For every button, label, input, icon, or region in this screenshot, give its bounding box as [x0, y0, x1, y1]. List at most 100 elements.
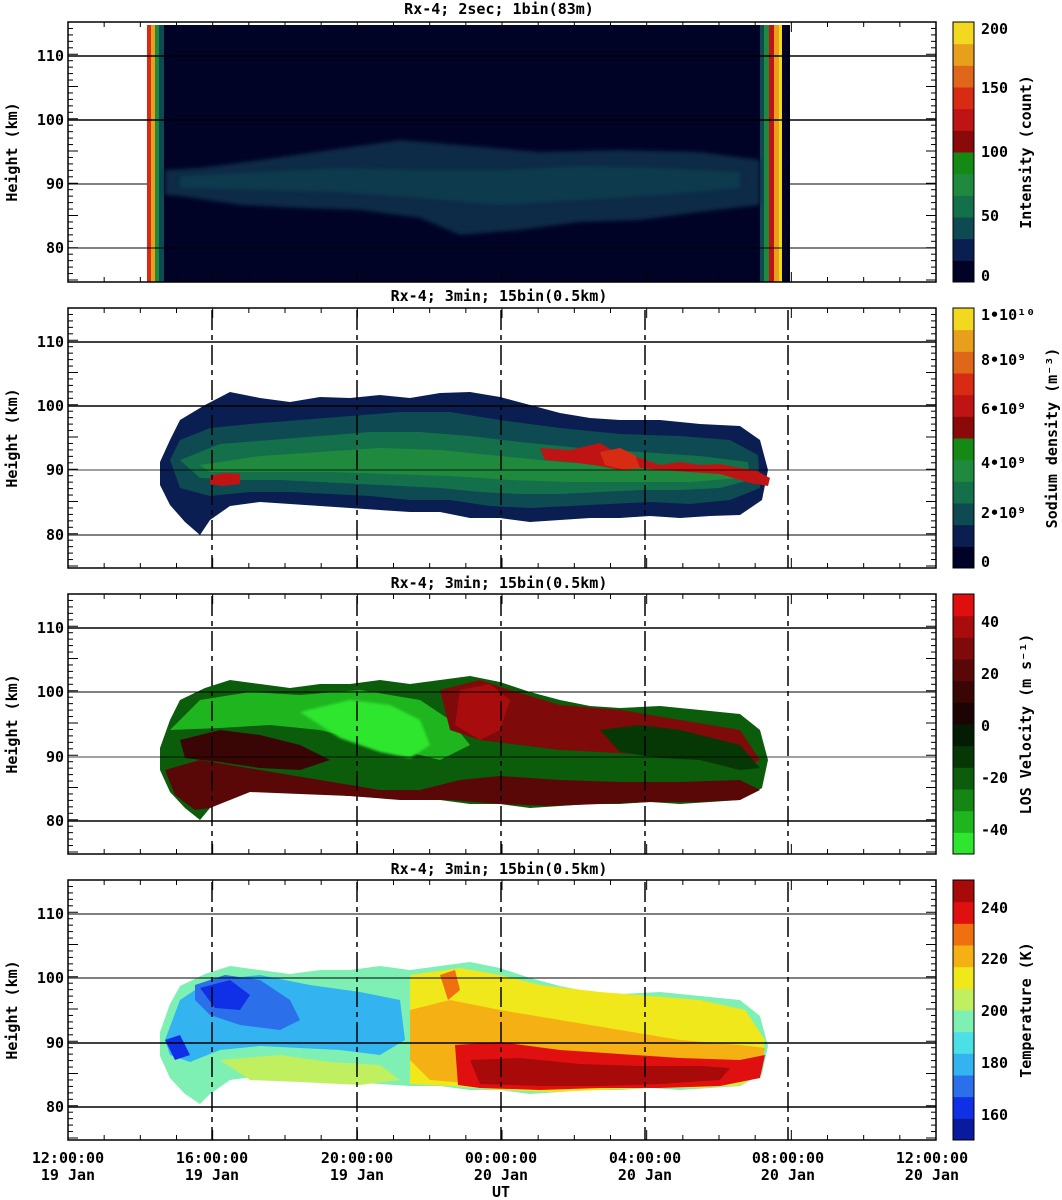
colorbar-swatch [953, 680, 974, 703]
cbar-tick-label: -40 [981, 821, 1008, 839]
colorbar-swatch [953, 524, 974, 547]
xtick-time: 00:00:00 [465, 1149, 537, 1167]
colorbar-swatch [953, 1031, 974, 1054]
cbar-tick-label: 100 [981, 143, 1008, 161]
colorbar-swatch [953, 615, 974, 638]
panel-2-title: Rx-4; 3min; 15bin(0.5km) [391, 287, 608, 305]
x-axis-label: UT [492, 1183, 510, 1200]
colorbar-frame [952, 21, 975, 283]
colorbar-4-ticks: 240 220 200 180 160 [981, 899, 1008, 1124]
colorbar-swatch [953, 767, 974, 790]
cbar-tick-label: 0 [981, 267, 990, 285]
colorbar-swatch [953, 394, 974, 417]
colorbar-swatch [953, 923, 974, 946]
xtick-time: 12:00:00 [896, 1149, 968, 1167]
colorbar-swatch [953, 173, 974, 196]
panel-1-y-ticks: 110 100 90 80 [37, 47, 64, 257]
panel-1-y-label: Height (km) [3, 102, 21, 201]
cbar-tick-label: 20 [981, 665, 999, 683]
ytick-label: 110 [37, 47, 64, 65]
ytick-label: 80 [46, 812, 64, 830]
cbar-tick-label: 200 [981, 1002, 1008, 1020]
colorbar-swatch [953, 637, 974, 660]
cbar-tick-label: 200 [981, 20, 1008, 38]
colorbar-swatch [953, 152, 974, 175]
colorbar-swatch [953, 988, 974, 1011]
xtick-time: 20:00:00 [321, 1149, 393, 1167]
x-axis: 12:00:00 16:00:00 20:00:00 00:00:00 04:0… [32, 1149, 968, 1200]
colorbar-swatch [953, 22, 974, 45]
panel-3-lower-red [165, 760, 760, 810]
colorbar-frame [952, 307, 975, 569]
colorbar-swatch [953, 789, 974, 812]
colorbar-swatch [953, 351, 974, 374]
colorbar-2-label: Sodium density (m⁻³) [1043, 348, 1061, 529]
colorbar-intensity [952, 21, 975, 283]
cbar-tick-label: -20 [981, 769, 1008, 787]
colorbar-los-velocity [952, 593, 975, 855]
colorbar-swatch [953, 87, 974, 110]
panel-temperature: Rx-4; 3min; 15bin(0.5km) 110 100 90 80 [3, 860, 1035, 1141]
ytick-label: 100 [37, 969, 64, 987]
xtick-date: 19 Jan [41, 1166, 95, 1184]
minor-ticks [67, 21, 937, 1140]
colorbar-swatch [953, 594, 974, 617]
cbar-tick-label: 160 [981, 1106, 1008, 1124]
xtick-date: 19 Jan [330, 1166, 384, 1184]
panel-intensity: Rx-4; 2sec; 1bin(83m) 110 100 90 80 Heig… [3, 0, 1035, 285]
colorbar-swatch [953, 238, 974, 261]
panel-1-left-edge [147, 25, 151, 282]
colorbar-swatch [953, 745, 974, 768]
xtick-time: 08:00:00 [752, 1149, 824, 1167]
cbar-tick-label: 6•10⁹ [981, 400, 1026, 418]
cbar-tick-label: 2•10⁹ [981, 504, 1026, 522]
colorbar-swatch [953, 43, 974, 66]
cbar-tick-label: 150 [981, 79, 1008, 97]
colorbar-swatch [953, 130, 974, 153]
colorbar-frame [952, 879, 975, 1141]
ytick-label: 80 [46, 239, 64, 257]
panel-los-velocity: Rx-4; 3min; 15bin(0.5km) 110 100 90 80 H… [3, 574, 1035, 855]
xtick-date: 20 Jan [618, 1166, 672, 1184]
colorbar-swatch [953, 832, 974, 855]
panel-1-right-edge [760, 25, 764, 282]
cbar-tick-label: 0 [981, 717, 990, 735]
panel-3-title: Rx-4; 3min; 15bin(0.5km) [391, 574, 608, 592]
colorbar-swatch [953, 901, 974, 924]
colorbar-swatch [953, 329, 974, 352]
colorbar-1-ticks: 200 150 100 50 0 [981, 20, 1008, 285]
colorbar-swatch [953, 108, 974, 131]
colorbar-swatch [953, 1010, 974, 1033]
colorbar-swatch [953, 481, 974, 504]
ytick-label: 110 [37, 333, 64, 351]
colorbar-frame [952, 593, 975, 855]
xtick-date: 19 Jan [185, 1166, 239, 1184]
colorbar-swatch [953, 810, 974, 833]
panel-2-y-label: Height (km) [3, 388, 21, 487]
ytick-label: 90 [46, 175, 64, 193]
colorbar-swatch [953, 503, 974, 526]
colorbar-3-ticks: 40 20 0 -20 -40 [981, 613, 1008, 839]
colorbar-3-label: LOS Velocity (m s⁻¹) [1017, 634, 1035, 815]
colorbar-swatch [953, 1053, 974, 1076]
colorbar-swatch [953, 438, 974, 461]
xtick-time: 12:00:00 [32, 1149, 104, 1167]
panel-4-y-ticks: 110 100 90 80 [37, 905, 64, 1116]
colorbar-swatch [953, 945, 974, 968]
colorbar-swatch [953, 546, 974, 569]
colorbar-swatch [953, 416, 974, 439]
cbar-tick-label: 220 [981, 950, 1008, 968]
colorbar-swatch [953, 1075, 974, 1098]
cbar-tick-label: 240 [981, 899, 1008, 917]
ytick-label: 90 [46, 748, 64, 766]
colorbar-2-ticks: 1•10¹⁰ 8•10⁹ 6•10⁹ 4•10⁹ 2•10⁹ 0 [981, 306, 1035, 571]
ytick-label: 80 [46, 1098, 64, 1116]
colorbar-swatch [953, 724, 974, 747]
colorbar-swatch [953, 880, 974, 903]
cbar-tick-label: 50 [981, 207, 999, 225]
ytick-label: 100 [37, 397, 64, 415]
cbar-tick-label: 1•10¹⁰ [981, 306, 1035, 324]
ytick-label: 100 [37, 683, 64, 701]
colorbar-4-label: Temperature (K) [1017, 942, 1035, 1077]
colorbar-swatch [953, 65, 974, 88]
